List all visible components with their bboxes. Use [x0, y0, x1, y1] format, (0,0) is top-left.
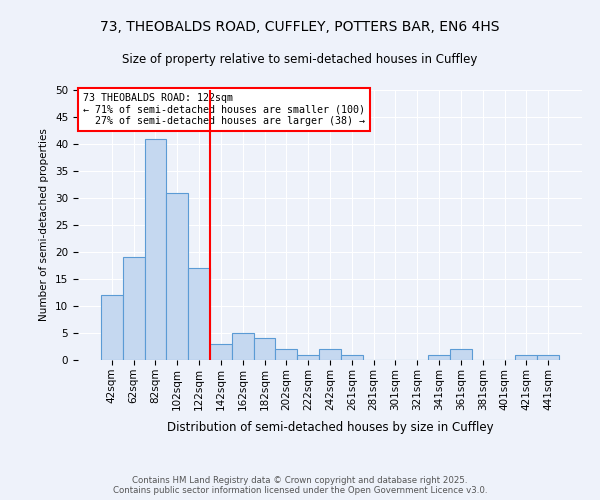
Bar: [145, 138, 166, 360]
Bar: [275, 349, 297, 360]
Bar: [537, 354, 559, 360]
Text: Contains HM Land Registry data © Crown copyright and database right 2025.
Contai: Contains HM Land Registry data © Crown c…: [113, 476, 487, 495]
Bar: [297, 354, 319, 360]
Bar: [123, 258, 145, 360]
Text: 73, THEOBALDS ROAD, CUFFLEY, POTTERS BAR, EN6 4HS: 73, THEOBALDS ROAD, CUFFLEY, POTTERS BAR…: [100, 20, 500, 34]
Bar: [428, 354, 450, 360]
Bar: [232, 333, 254, 360]
Bar: [341, 354, 363, 360]
Text: Size of property relative to semi-detached houses in Cuffley: Size of property relative to semi-detach…: [122, 52, 478, 66]
Y-axis label: Number of semi-detached properties: Number of semi-detached properties: [40, 128, 49, 322]
Bar: [188, 268, 210, 360]
Bar: [166, 192, 188, 360]
Text: 73 THEOBALDS ROAD: 122sqm
← 71% of semi-detached houses are smaller (100)
  27% : 73 THEOBALDS ROAD: 122sqm ← 71% of semi-…: [83, 92, 365, 126]
Bar: [101, 295, 123, 360]
Bar: [515, 354, 537, 360]
Bar: [319, 349, 341, 360]
Bar: [450, 349, 472, 360]
Bar: [210, 344, 232, 360]
X-axis label: Distribution of semi-detached houses by size in Cuffley: Distribution of semi-detached houses by …: [167, 421, 493, 434]
Bar: [254, 338, 275, 360]
